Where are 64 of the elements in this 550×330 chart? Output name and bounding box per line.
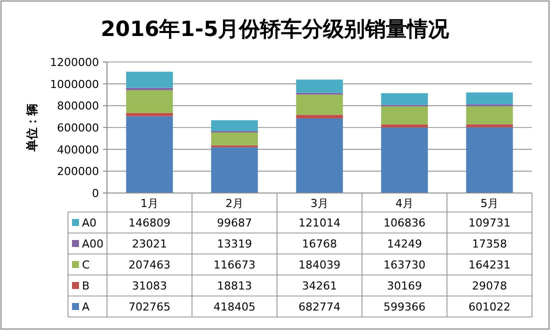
legend-label: B: [82, 280, 90, 292]
data-label: 121014: [298, 216, 340, 230]
bar: [126, 112, 173, 116]
data-label: 30169: [387, 280, 422, 292]
bar: [296, 118, 343, 193]
data-label: 146809: [128, 216, 170, 230]
y-tick-label: 200000: [57, 165, 99, 178]
x-tick-label: 1月: [140, 197, 158, 210]
bar: [296, 80, 343, 93]
y-tick-label: 400000: [57, 143, 99, 156]
y-tick-label: 1200000: [50, 56, 99, 69]
data-label: 16768: [302, 238, 337, 250]
bar: [381, 124, 428, 128]
legend-label: A: [82, 300, 90, 314]
bar: [211, 120, 258, 132]
data-label: 682774: [298, 300, 340, 314]
y-tick-label: 800000: [57, 100, 99, 113]
x-tick-label: 2月: [226, 197, 244, 210]
y-tick-label: 600000: [57, 122, 99, 134]
x-tick-label: 5月: [480, 197, 498, 210]
x-tick-label: 4月: [396, 197, 414, 210]
x-tick-label: 3月: [310, 197, 328, 210]
data-label: 702765: [128, 300, 170, 314]
data-label: 207463: [128, 258, 170, 272]
bar: [211, 132, 258, 146]
bar: [211, 147, 258, 193]
data-label: 14249: [387, 238, 422, 250]
data-label: 13319: [217, 238, 252, 250]
bar: [466, 92, 513, 104]
data-label: 599366: [384, 300, 426, 314]
legend-label: A00: [82, 238, 104, 250]
data-label: 109731: [468, 216, 510, 230]
y-tick-label: 1000000: [50, 78, 99, 91]
data-label: 31083: [132, 280, 167, 292]
data-label: 18813: [217, 280, 252, 292]
bar: [466, 127, 513, 193]
bar: [126, 90, 173, 113]
data-label: 99687: [217, 216, 252, 230]
data-label: 164231: [468, 258, 510, 272]
data-label: 17358: [472, 238, 507, 250]
bar: [296, 94, 343, 115]
bar: [466, 124, 513, 128]
chart-title: 2016年1-5月份轿车分级别销量情况: [100, 17, 450, 41]
bar: [296, 114, 343, 118]
data-label: 29078: [472, 280, 507, 292]
bar: [381, 128, 428, 193]
y-tick-label: 0: [92, 187, 99, 200]
bar: [381, 106, 428, 124]
data-label: 106836: [384, 216, 426, 230]
legend-label: C: [82, 258, 90, 272]
bar: [126, 116, 173, 193]
data-label: 116673: [214, 258, 256, 272]
bar: [126, 88, 173, 90]
data-label: 23021: [132, 238, 167, 250]
y-axis-title: 单位：辆: [25, 104, 39, 152]
bar: [381, 93, 428, 105]
data-label: 184039: [298, 258, 340, 272]
data-label: 34261: [302, 280, 337, 292]
bar: [466, 106, 513, 124]
data-label: 163730: [384, 258, 426, 272]
data-label: 418405: [214, 300, 256, 314]
data-label: 601022: [468, 300, 510, 314]
bar: [126, 72, 173, 88]
legend-label: A0: [82, 216, 97, 230]
